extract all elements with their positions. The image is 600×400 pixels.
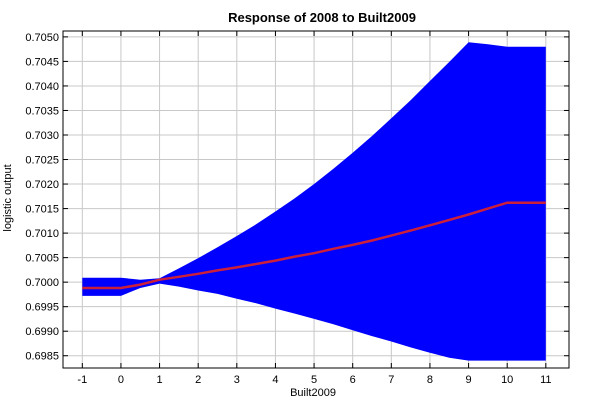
x-axis-label: Built2009: [290, 387, 336, 399]
x-tick-label: 7: [388, 374, 394, 386]
chart-title: Response of 2008 to Built2009: [228, 10, 416, 25]
x-tick-label: 3: [234, 374, 240, 386]
y-tick-label: 0.7010: [25, 228, 59, 240]
x-tick-label: 1: [157, 374, 163, 386]
y-tick-label: 0.7005: [25, 253, 59, 265]
y-axis-ticks: 0.6985 0.6990 0.6995 0.7000 0.7005 0.7010 0.70…: [25, 32, 569, 363]
y-tick-label: 0.7020: [25, 179, 59, 191]
y-tick-label: 0.7045: [25, 56, 59, 68]
plot-frame: [62, 30, 570, 369]
x-tick-label: 4: [272, 374, 278, 386]
x-axis-ticks: -1 0 1 2 3 4 5 6 7 8 9 10 11: [77, 31, 552, 386]
y-tick-label: 0.7030: [25, 130, 59, 142]
y-tick-label: 0.6985: [25, 351, 59, 363]
y-tick-label: 0.7015: [25, 204, 59, 216]
x-tick-label: -1: [77, 374, 87, 386]
x-tick-label: 8: [427, 374, 433, 386]
confidence-band: [82, 42, 546, 361]
x-tick-label: 9: [466, 374, 472, 386]
x-tick-label: 5: [311, 374, 317, 386]
y-tick-label: 0.7040: [25, 81, 59, 93]
x-tick-label: 11: [540, 374, 551, 386]
y-axis-label: logistic output: [2, 164, 14, 231]
x-tick-label: 0: [118, 374, 124, 386]
x-tick-label: 2: [195, 374, 201, 386]
y-tick-label: 0.7035: [25, 105, 59, 117]
y-tick-label: 0.6995: [25, 302, 59, 314]
y-tick-label: 0.6990: [25, 326, 59, 338]
response-line: [82, 201, 546, 290]
y-tick-label: 0.7050: [25, 32, 59, 44]
x-tick-label: 6: [350, 374, 356, 386]
y-tick-label: 0.7000: [25, 277, 59, 289]
x-tick-label: 10: [501, 374, 513, 386]
y-tick-label: 0.7025: [25, 155, 59, 167]
